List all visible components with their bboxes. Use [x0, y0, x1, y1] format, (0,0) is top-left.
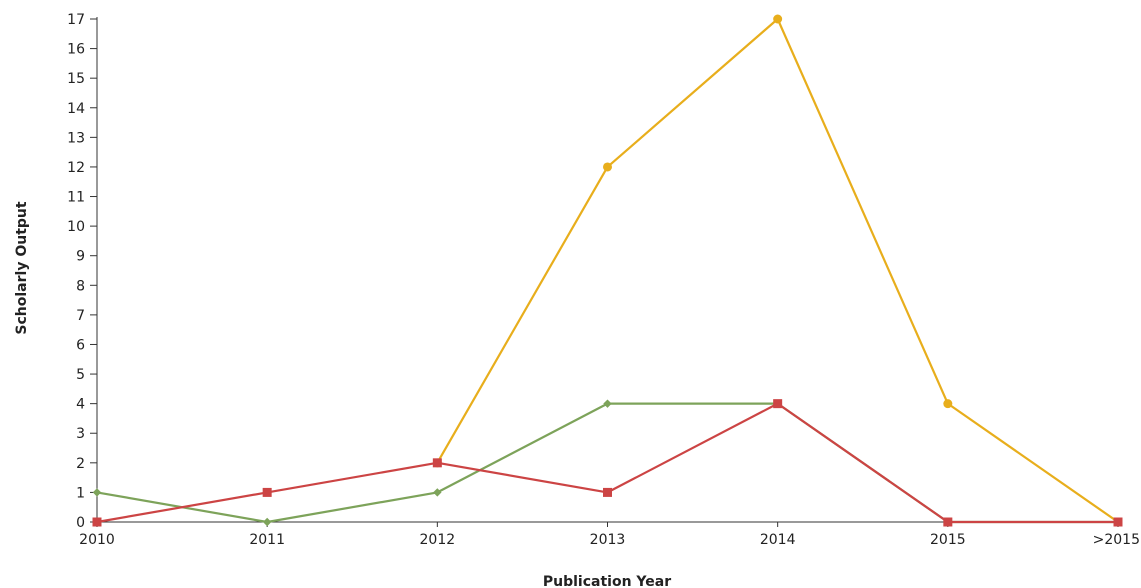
x-tick-label: 2015	[930, 532, 966, 548]
data-point	[262, 517, 272, 527]
y-tick-label: 3	[76, 426, 85, 442]
x-tick-label: 2011	[249, 532, 285, 548]
data-point	[1113, 517, 1123, 527]
y-tick-label: 9	[76, 249, 85, 265]
y-tick-label: 16	[67, 42, 85, 58]
y-tick-label: 1	[76, 485, 85, 501]
series-line	[95, 402, 1120, 524]
y-tick-label: 17	[67, 12, 85, 28]
data-point	[773, 399, 783, 409]
series-line	[436, 17, 1120, 524]
series-group	[92, 14, 1123, 527]
y-tick-label: 4	[76, 397, 85, 413]
x-tick-label: >2015	[1093, 532, 1140, 548]
data-point	[603, 162, 612, 172]
series-line	[95, 402, 1120, 524]
data-point	[92, 517, 102, 527]
x-axis-title: Publication Year	[543, 574, 671, 588]
data-point	[943, 399, 953, 409]
y-tick-label: 8	[76, 278, 85, 294]
y-tick-label: 0	[76, 515, 85, 531]
data-point	[432, 458, 442, 468]
data-point	[433, 488, 442, 497]
y-tick-label: 13	[67, 130, 85, 146]
y-tick-label: 7	[76, 308, 85, 324]
x-tick-label: 2010	[79, 532, 115, 548]
y-tick-label: 11	[67, 190, 85, 206]
x-tick-label: 2013	[590, 532, 626, 548]
series-3	[92, 399, 1123, 527]
y-tick-label: 6	[76, 337, 85, 353]
y-tick-label: 14	[67, 101, 85, 117]
series-1	[432, 14, 1123, 527]
y-tick-label: 15	[67, 71, 85, 87]
data-point	[262, 487, 272, 497]
x-tick-label: 2012	[420, 532, 456, 548]
data-point	[92, 488, 102, 497]
y-tick-label: 5	[76, 367, 85, 383]
y-tick-label: 12	[67, 160, 85, 176]
data-point	[603, 487, 612, 497]
y-tick-label: 10	[67, 219, 85, 235]
data-point	[943, 517, 953, 527]
x-tick-label: 2014	[760, 532, 796, 548]
y-tick-label: 2	[76, 456, 85, 472]
data-point	[603, 399, 612, 408]
data-point	[773, 14, 783, 24]
y-axis-title: Scholarly Output	[14, 201, 30, 334]
